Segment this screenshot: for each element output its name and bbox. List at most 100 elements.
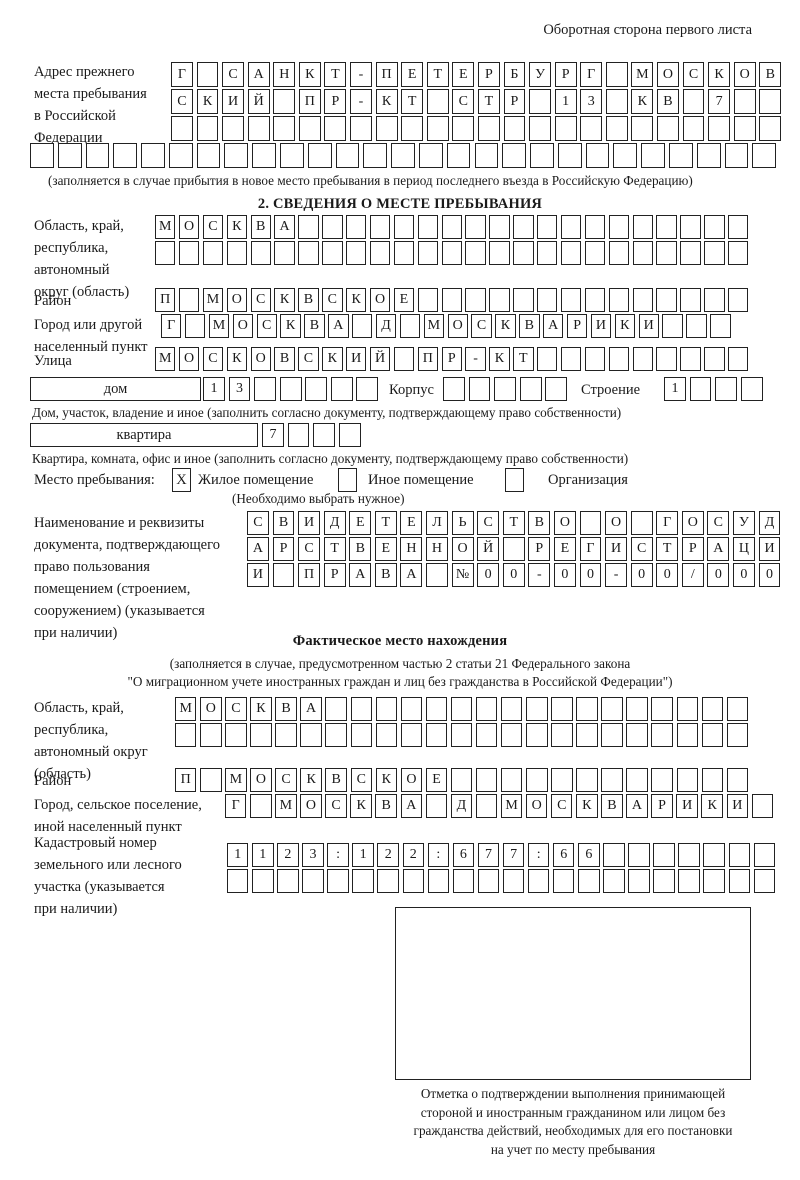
char-cell[interactable] — [273, 89, 296, 114]
char-cell[interactable]: - — [350, 89, 372, 114]
char-cell[interactable] — [322, 215, 343, 239]
char-cell[interactable] — [417, 288, 439, 312]
char-cell[interactable] — [393, 241, 415, 265]
char-cell[interactable]: И — [638, 314, 659, 338]
char-cell[interactable] — [363, 143, 388, 168]
char-cell[interactable] — [402, 869, 424, 893]
char-cell[interactable] — [399, 314, 421, 338]
char-cell[interactable]: О — [656, 62, 679, 87]
char-cell[interactable]: В — [304, 314, 325, 338]
char-cell[interactable] — [502, 869, 525, 893]
char-cell[interactable] — [352, 314, 373, 338]
char-cell[interactable] — [450, 723, 473, 747]
char-cell[interactable] — [631, 116, 654, 141]
char-cell[interactable]: К — [298, 62, 321, 87]
char-cell[interactable] — [557, 143, 582, 168]
char-cell[interactable]: Ц — [732, 537, 755, 561]
char-cell[interactable]: 2 — [277, 843, 299, 867]
char-cell[interactable]: К — [701, 794, 723, 818]
char-cell[interactable]: 6 — [553, 843, 575, 867]
char-cell[interactable] — [275, 723, 297, 747]
char-cell[interactable]: Е — [452, 62, 475, 87]
char-cell[interactable]: А — [707, 537, 730, 561]
char-cell[interactable]: И — [676, 794, 698, 818]
char-cell[interactable]: Р — [503, 89, 526, 114]
char-cell[interactable] — [537, 347, 558, 371]
char-cell[interactable] — [426, 563, 448, 587]
char-cell[interactable]: Т — [513, 347, 534, 371]
char-cell[interactable]: О — [250, 768, 272, 792]
char-cell[interactable] — [513, 241, 534, 265]
char-cell[interactable] — [628, 869, 650, 893]
char-cell[interactable] — [141, 143, 165, 168]
char-cell[interactable] — [632, 215, 653, 239]
char-cell[interactable]: О — [200, 697, 222, 721]
char-cell[interactable] — [701, 768, 724, 792]
char-cell[interactable] — [324, 116, 347, 141]
char-cell[interactable] — [680, 241, 701, 265]
char-cell[interactable]: - — [528, 563, 551, 587]
char-cell[interactable] — [346, 215, 367, 239]
char-cell[interactable]: М — [155, 347, 176, 371]
char-cell[interactable]: 0 — [758, 563, 781, 587]
char-cell[interactable] — [653, 869, 675, 893]
char-cell[interactable]: Е — [393, 288, 415, 312]
char-cell[interactable] — [632, 288, 653, 312]
char-cell[interactable]: С — [247, 511, 269, 535]
char-cell[interactable] — [465, 288, 486, 312]
char-cell[interactable]: Е — [553, 537, 576, 561]
char-cell[interactable]: Г — [580, 62, 603, 87]
char-cell[interactable]: И — [758, 537, 781, 561]
char-cell[interactable]: А — [626, 794, 648, 818]
char-cell[interactable] — [726, 697, 749, 721]
char-cell[interactable]: Р — [681, 537, 704, 561]
char-cell[interactable]: Г — [161, 314, 182, 338]
char-cell[interactable] — [489, 241, 510, 265]
char-cell[interactable] — [605, 62, 628, 87]
char-cell[interactable] — [196, 62, 219, 87]
char-cell[interactable] — [113, 143, 138, 168]
char-cell[interactable]: 0 — [477, 563, 500, 587]
char-cell[interactable]: С — [452, 89, 475, 114]
char-cell[interactable]: К — [226, 215, 248, 239]
al-region-row-2[interactable] — [175, 723, 749, 747]
char-cell[interactable] — [753, 869, 776, 893]
char-cell[interactable]: 7 — [708, 89, 731, 114]
char-cell[interactable] — [551, 723, 573, 747]
char-cell[interactable]: Д — [450, 794, 473, 818]
char-cell[interactable]: 1 — [664, 377, 686, 401]
previous-address-row-4[interactable] — [30, 143, 777, 168]
char-cell[interactable]: А — [349, 563, 372, 587]
char-cell[interactable]: В — [274, 347, 295, 371]
char-cell[interactable] — [279, 377, 302, 401]
char-cell[interactable] — [400, 697, 423, 721]
char-cell[interactable] — [701, 697, 724, 721]
char-cell[interactable]: Й — [477, 537, 500, 561]
char-cell[interactable] — [468, 377, 491, 401]
char-cell[interactable]: Й — [369, 347, 391, 371]
char-cell[interactable]: В — [250, 215, 271, 239]
char-cell[interactable]: С — [298, 347, 319, 371]
char-cell[interactable] — [733, 116, 756, 141]
char-cell[interactable]: И — [726, 794, 749, 818]
char-cell[interactable] — [560, 347, 582, 371]
char-cell[interactable]: О — [250, 347, 271, 371]
char-cell[interactable] — [513, 215, 534, 239]
char-cell[interactable] — [656, 116, 679, 141]
char-cell[interactable]: О — [369, 288, 391, 312]
char-cell[interactable]: 0 — [732, 563, 755, 587]
char-cell[interactable]: Т — [324, 62, 347, 87]
char-cell[interactable] — [489, 288, 510, 312]
char-cell[interactable] — [375, 723, 398, 747]
char-cell[interactable] — [656, 288, 677, 312]
char-cell[interactable] — [477, 116, 500, 141]
char-cell[interactable]: О — [451, 537, 474, 561]
char-cell[interactable]: Р — [477, 62, 500, 87]
char-cell[interactable] — [715, 377, 738, 401]
char-cell[interactable]: Т — [401, 89, 424, 114]
char-cell[interactable] — [752, 143, 777, 168]
char-cell[interactable]: Д — [758, 511, 781, 535]
